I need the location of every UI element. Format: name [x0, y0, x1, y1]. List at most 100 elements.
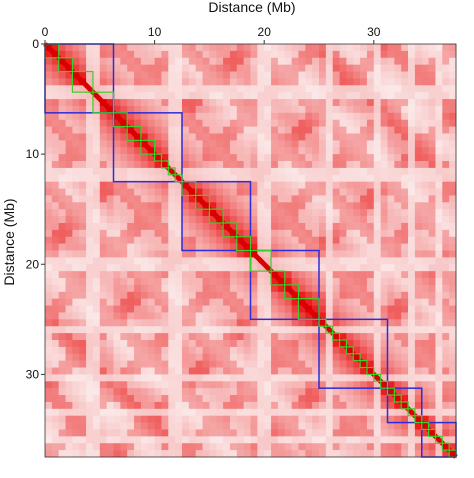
heatmap-cell	[92, 395, 101, 403]
heatmap-cell	[305, 140, 313, 148]
heatmap-cell	[449, 278, 457, 286]
heatmap-cell	[229, 346, 238, 355]
heatmap-cell	[175, 133, 183, 141]
heatmap-cell	[79, 216, 87, 224]
heatmap-cell	[435, 188, 443, 196]
heatmap-cell	[216, 284, 224, 293]
heatmap-cell	[421, 105, 429, 114]
heatmap-cell	[161, 147, 169, 155]
heatmap-cell	[72, 222, 80, 231]
heatmap-cell	[92, 291, 101, 299]
heatmap-cell	[353, 126, 361, 134]
heatmap-cell	[72, 112, 80, 121]
heatmap-cell	[339, 154, 347, 162]
heatmap-cell	[312, 250, 320, 258]
heatmap-cell	[216, 154, 224, 162]
heatmap-cell	[243, 236, 251, 244]
heatmap-cell	[298, 195, 306, 203]
heatmap-cell	[325, 209, 333, 217]
heatmap-cell	[264, 450, 272, 458]
heatmap-cell	[449, 71, 457, 79]
heatmap-cell	[243, 57, 251, 65]
heatmap-cell	[140, 333, 149, 341]
heatmap-cell	[92, 140, 101, 148]
heatmap-cell	[373, 278, 381, 286]
heatmap-cell	[401, 71, 409, 79]
heatmap-cell	[195, 339, 203, 348]
heatmap-cell	[161, 278, 169, 286]
heatmap-cell	[140, 291, 149, 299]
heatmap-cell	[161, 353, 169, 361]
heatmap-cell	[45, 167, 53, 176]
heatmap-cell	[366, 436, 375, 444]
heatmap-cell	[346, 408, 354, 416]
heatmap-cell	[332, 264, 340, 272]
inner-domain-box	[373, 373, 382, 382]
heatmap-cell	[120, 374, 128, 382]
heatmap-cell	[264, 353, 272, 361]
heatmap-cell	[257, 436, 265, 444]
heatmap-cell	[113, 401, 121, 410]
heatmap-cell	[92, 374, 101, 382]
heatmap-cell	[86, 99, 94, 107]
heatmap-cell	[202, 415, 210, 423]
heatmap-cell	[140, 229, 149, 238]
heatmap-cell	[229, 85, 238, 93]
heatmap-cell	[161, 312, 169, 320]
heatmap-cell	[120, 64, 128, 72]
heatmap-cell	[188, 264, 196, 272]
heatmap-cell	[134, 367, 142, 375]
heatmap-cell	[421, 195, 429, 203]
heatmap-cell	[449, 395, 457, 403]
heatmap-cell	[339, 44, 347, 52]
heatmap-cell	[188, 388, 196, 396]
heatmap-cell	[209, 305, 217, 313]
heatmap-cell	[312, 99, 320, 107]
heatmap-cell	[45, 154, 53, 162]
heatmap-cell	[319, 422, 327, 430]
heatmap-cell	[51, 202, 59, 210]
heatmap-cell	[305, 181, 313, 189]
heatmap-cell	[373, 264, 381, 272]
heatmap-cell	[271, 250, 279, 258]
heatmap-cell	[325, 381, 333, 389]
heatmap-cell	[65, 436, 73, 444]
heatmap-cell	[229, 333, 238, 341]
heatmap-cell	[435, 443, 443, 451]
heatmap-cell	[346, 167, 354, 176]
heatmap-cell	[360, 346, 368, 355]
heatmap-cell	[99, 105, 107, 114]
heatmap-cell	[188, 216, 196, 224]
heatmap-cell	[154, 326, 162, 334]
heatmap-cell	[373, 105, 381, 114]
heatmap-cell	[366, 112, 375, 121]
heatmap-cell	[58, 443, 66, 451]
heatmap-cell	[394, 195, 402, 203]
heatmap-cell	[401, 195, 409, 203]
heatmap-cell	[305, 71, 313, 79]
heatmap-cell	[298, 133, 306, 141]
heatmap-cell	[380, 367, 388, 375]
heatmap-cell	[188, 305, 196, 313]
heatmap-cell	[332, 443, 340, 451]
heatmap-cell	[127, 367, 135, 375]
heatmap-cell	[134, 333, 142, 341]
heatmap-cell	[332, 298, 340, 306]
heatmap-cell	[264, 140, 272, 148]
heatmap-cell	[223, 105, 231, 114]
heatmap-cell	[86, 250, 94, 258]
heatmap-cell	[366, 264, 375, 272]
heatmap-cell	[147, 64, 155, 72]
heatmap-cell	[394, 422, 402, 430]
heatmap-cell	[271, 264, 279, 272]
heatmap-cell	[353, 395, 361, 403]
heatmap-cell	[325, 92, 333, 100]
heatmap-cell	[298, 333, 306, 341]
heatmap-cell	[45, 202, 53, 210]
heatmap-cell	[421, 167, 429, 176]
heatmap-cell	[51, 408, 59, 416]
heatmap-cell	[106, 57, 114, 65]
heatmap-cell	[360, 264, 368, 272]
heatmap-cell	[366, 298, 375, 306]
heatmap-cell	[236, 181, 244, 189]
